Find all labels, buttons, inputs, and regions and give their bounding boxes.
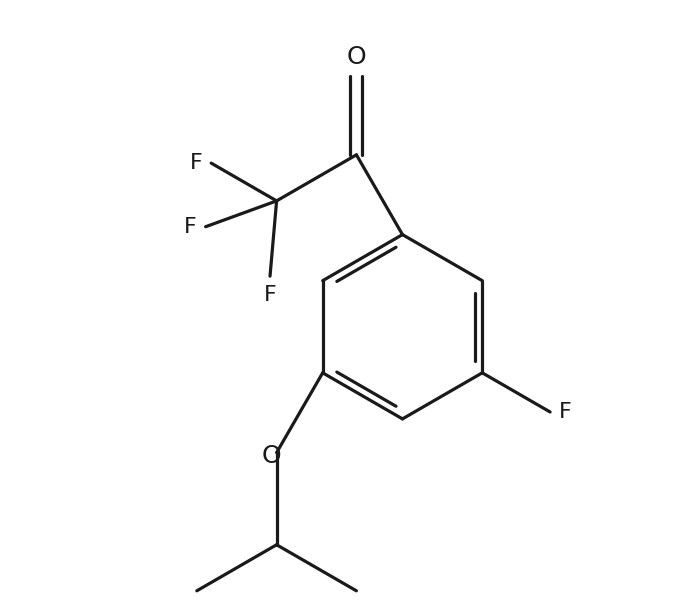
Text: F: F [559, 402, 572, 422]
Text: F: F [184, 217, 197, 237]
Text: F: F [190, 153, 202, 173]
Text: O: O [347, 46, 366, 70]
Text: F: F [264, 285, 276, 305]
Text: O: O [262, 443, 282, 467]
